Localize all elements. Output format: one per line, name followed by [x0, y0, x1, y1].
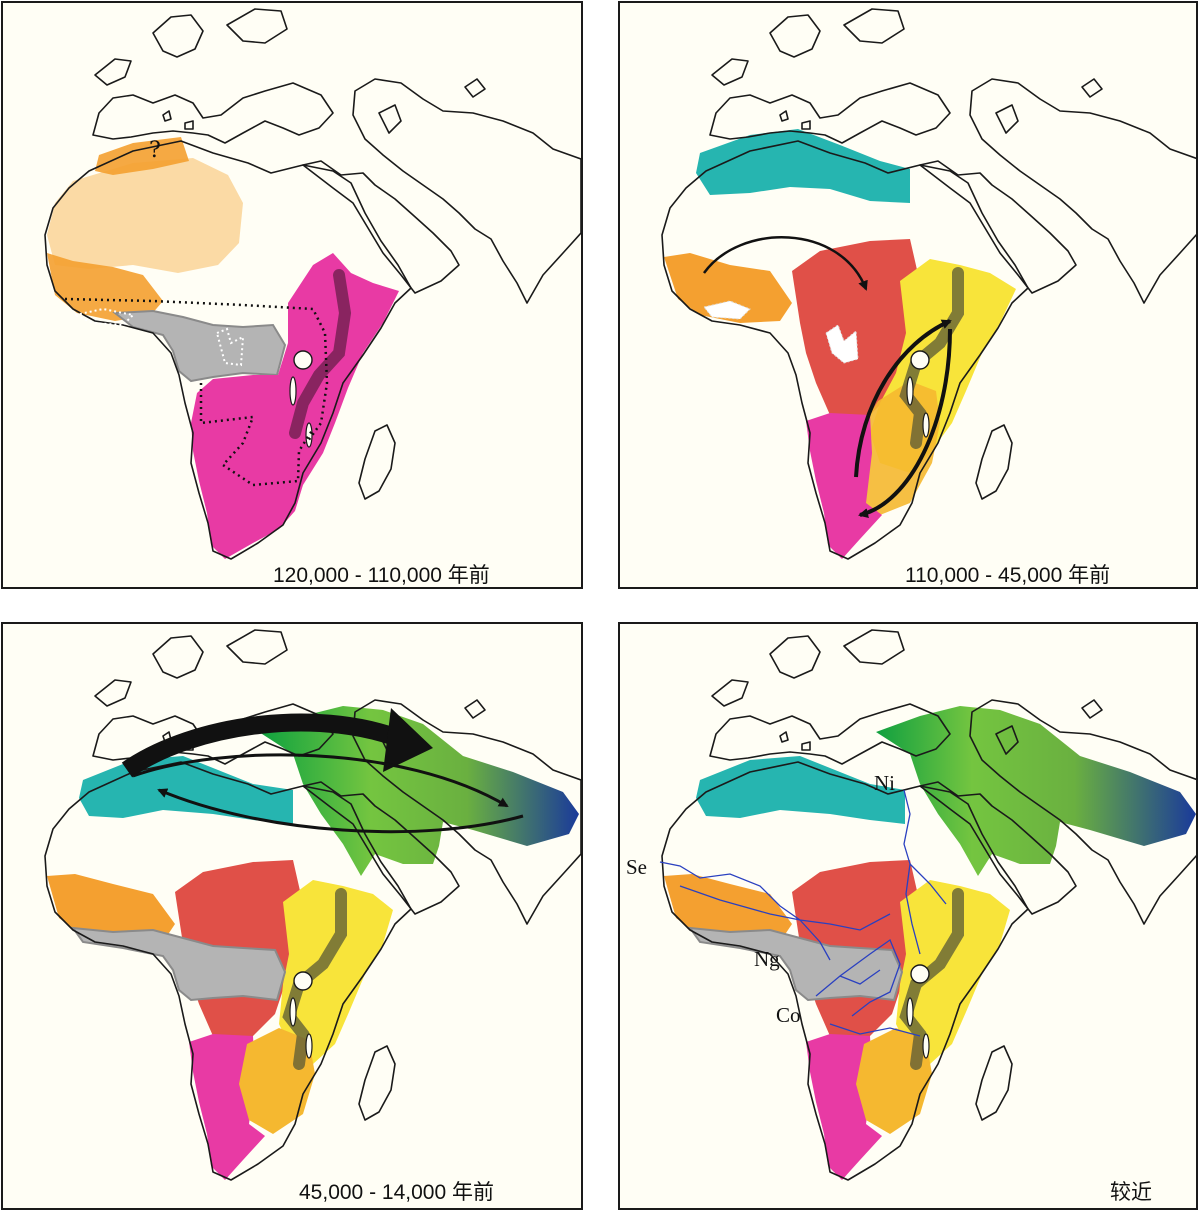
question-mark: ?: [149, 138, 161, 163]
region-gray: [112, 309, 287, 383]
panel-caption: 较近: [1110, 1181, 1152, 1204]
dotted-white-center: [215, 327, 245, 367]
river-zambezi: [829, 1023, 921, 1037]
dotted-white-west: [71, 307, 136, 327]
panel-caption: 120,000 - 110,000 年前: [273, 564, 490, 587]
region-orange-west: [47, 874, 175, 944]
rivers: [659, 789, 947, 1037]
region-light-orange: [47, 158, 243, 273]
river-label-niger: Ng: [754, 947, 780, 971]
lake-victoria: [910, 964, 930, 984]
migration-arrowhead-thick: [383, 708, 433, 772]
migration-arrow-east-to-south: [858, 328, 952, 518]
migration-arrow-south-to-east: [854, 319, 952, 478]
migration-arrow-west: [157, 788, 524, 834]
region-teal: [696, 129, 910, 203]
map-panel-110000-45000: 110,000 - 45,000 年前: [618, 1, 1198, 589]
region-orange-west: [664, 253, 792, 323]
map-panel-recent: Ni Se Ng Co 较近: [618, 622, 1198, 1210]
region-red: [792, 239, 920, 415]
africa-map-120000-110000: ?: [44, 8, 581, 560]
river-senegal: [659, 861, 801, 921]
panel-caption: 110,000 - 45,000 年前: [905, 564, 1111, 587]
white-patch-west: [703, 300, 751, 320]
lake-tanganyika: [906, 997, 914, 1027]
lake-victoria: [910, 350, 930, 370]
lake-malawi: [922, 1033, 930, 1059]
lake-tanganyika: [906, 376, 914, 406]
river-label-congo: Co: [776, 1003, 801, 1027]
rift-band: [899, 888, 964, 1070]
river-congo: [815, 939, 901, 1017]
panel-caption: 45,000 - 14,000 年前: [299, 1181, 494, 1204]
lake-malawi: [305, 1033, 313, 1059]
africa-map-45000-14000: [44, 629, 581, 1181]
lake-victoria: [293, 350, 313, 370]
river-label-nile: Ni: [874, 771, 895, 795]
lake-tanganyika: [289, 997, 297, 1027]
africa-map-recent: Ni Se Ng Co: [626, 629, 1196, 1181]
migration-arrow-thick: [121, 713, 417, 778]
lake-victoria: [293, 971, 313, 991]
white-patch-center: [825, 324, 859, 364]
region-orange-north: [95, 137, 189, 175]
region-green-gradient: [259, 706, 579, 876]
lake-tanganyika: [289, 376, 297, 406]
river-nile-blue: [909, 863, 947, 905]
map-panel-120000-110000: ? 120,000 - 110,000 年前: [1, 1, 583, 589]
map-panel-45000-14000: 45,000 - 14,000 年前: [1, 622, 583, 1210]
region-magenta: [191, 253, 399, 559]
river-label-senegal: Se: [626, 855, 647, 879]
region-orange-west: [47, 253, 163, 321]
lake-malawi: [305, 422, 313, 448]
lake-malawi: [922, 412, 930, 438]
rift-band: [289, 269, 352, 439]
africa-map-110000-45000: [661, 8, 1196, 560]
migration-arrow-west-to-center: [702, 236, 868, 291]
river-niger-lower: [799, 919, 831, 961]
region-yellow: [279, 880, 393, 1064]
region-yellow: [896, 880, 1010, 1064]
river-congo-trib: [839, 969, 881, 985]
migration-arrow-east: [132, 753, 509, 808]
region-green-gradient: [876, 706, 1196, 876]
region-magenta: [806, 413, 882, 559]
dotted-outline-north: [64, 297, 329, 442]
